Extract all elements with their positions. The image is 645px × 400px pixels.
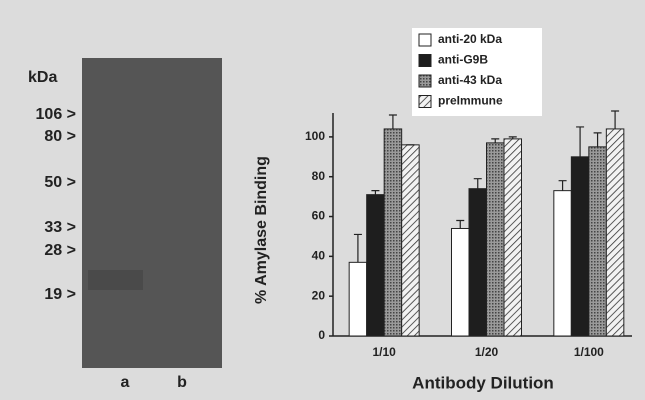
legend-swatch [418, 95, 432, 108]
gel-marker: 50 > [44, 174, 76, 191]
y-tick-label: 20 [312, 288, 326, 302]
y-tick-label: 80 [312, 169, 326, 183]
bar [486, 142, 505, 337]
gel-unit: kDa [28, 69, 57, 86]
gel-marker: 28 > [44, 242, 76, 259]
lane-label: a [121, 374, 130, 391]
error-bar [593, 132, 602, 147]
bar [468, 188, 487, 337]
legend-label: anti-20 kDa [438, 32, 502, 46]
y-tick-label: 40 [312, 249, 326, 263]
legend-label: preImmune [438, 94, 503, 108]
gel-image [82, 58, 222, 368]
legend-label: anti-43 kDa [438, 73, 502, 87]
gel-marker: 33 > [44, 219, 76, 236]
error-bar [473, 178, 482, 189]
gel-marker: 19 > [44, 286, 76, 303]
bar [366, 194, 385, 337]
y-axis-label: % Amylase Binding [253, 156, 270, 304]
error-bar [353, 233, 362, 263]
bar [553, 190, 572, 337]
error-bar [456, 219, 465, 229]
bar [401, 144, 420, 337]
bar [570, 156, 590, 337]
error-bar [508, 136, 517, 139]
bar [451, 227, 470, 337]
x-axis-label: Antibody Dilution [412, 373, 554, 392]
legend-swatch [418, 33, 432, 47]
bar [605, 128, 625, 337]
legend-box [412, 28, 542, 116]
error-bar [388, 114, 397, 129]
bar [588, 146, 607, 337]
legend-label: anti-G9B [438, 53, 488, 67]
error-bar [558, 180, 567, 191]
x-tick-label: 1/100 [574, 345, 604, 359]
bar [348, 261, 368, 337]
y-tick-label: 100 [305, 129, 325, 143]
bar [383, 128, 403, 337]
gel-marker: 106 > [36, 106, 76, 123]
legend-swatch [418, 74, 432, 88]
error-bar [611, 110, 620, 129]
gel-band [88, 270, 143, 290]
error-bar [371, 190, 380, 195]
bar [503, 138, 522, 337]
y-tick-label: 60 [312, 209, 326, 223]
x-tick-label: 1/20 [475, 345, 499, 359]
error-bar [576, 126, 585, 157]
x-tick-label: 1/10 [372, 345, 396, 359]
error-bar [491, 138, 500, 143]
y-tick-label: 0 [318, 328, 325, 342]
legend-swatch [418, 54, 432, 67]
gel-marker: 80 > [44, 128, 76, 145]
lane-label: b [177, 374, 187, 391]
